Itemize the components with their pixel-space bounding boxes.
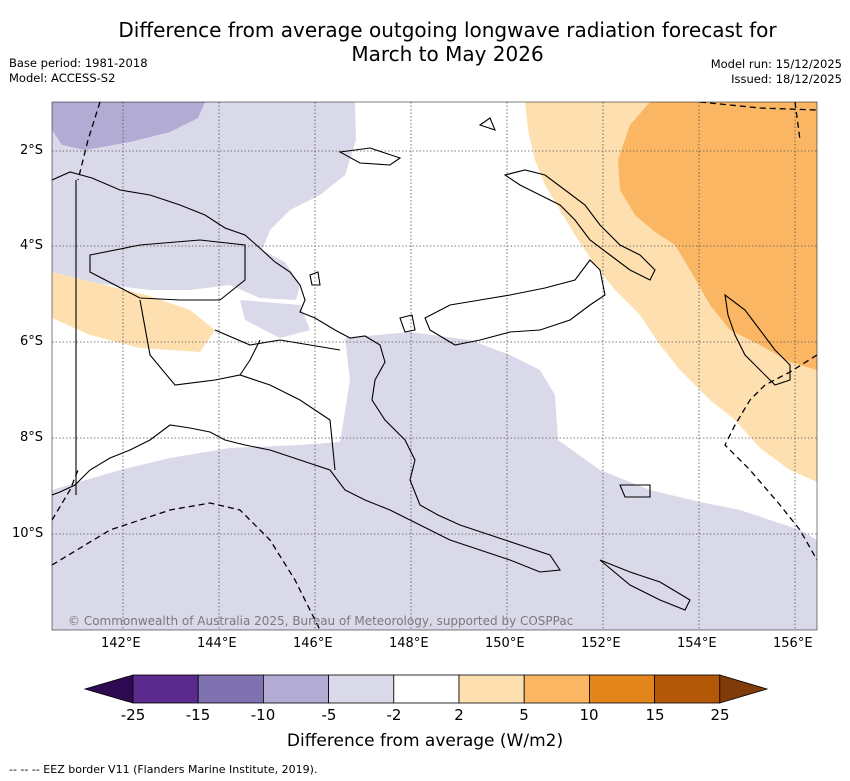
louisiade-islands (599, 559, 691, 611)
colorbar-label: 2 (454, 706, 464, 724)
lon-label-148e: 148°E (389, 636, 429, 651)
coastlines (52, 117, 791, 611)
colorbar-bin-8 (589, 674, 656, 704)
lon-label-146e: 146°E (293, 636, 333, 651)
colorbar-label: 15 (645, 706, 665, 724)
new-britain (424, 259, 606, 346)
new-guinea-coastline (52, 171, 561, 573)
bougainville (724, 293, 791, 386)
issued-date: Issued: 18/12/2025 (731, 72, 842, 86)
lon-label-156e: 156°E (773, 636, 813, 651)
province-lines (89, 239, 341, 471)
title-line-2: March to May 2026 (351, 42, 544, 66)
lat-label-4s: 4°S (20, 238, 44, 253)
colorbar-label: 5 (519, 706, 529, 724)
new-ireland (503, 169, 656, 281)
lat-label-2s: 2°S (20, 143, 44, 158)
colorbar-label: -10 (250, 706, 276, 724)
anomaly-region-neg-south (52, 332, 817, 630)
lat-label-8s: 8°S (20, 430, 44, 445)
lon-label-154e: 154°E (677, 636, 717, 651)
colorbar-label: -15 (185, 706, 211, 724)
colorbar-bin-4 (328, 674, 395, 704)
lon-label-152e: 152°E (581, 636, 621, 651)
lat-label-6s: 6°S (20, 334, 44, 349)
colorbar-label: -5 (321, 706, 337, 724)
map-title: Difference from average outgoing longwav… (0, 18, 850, 66)
colorbar-bin-7 (523, 674, 590, 704)
map-frame (51, 101, 818, 631)
eez-legend: -- -- -- EEZ border V11 (Flanders Marine… (9, 763, 318, 776)
colorbar-bin-5 (393, 674, 460, 704)
title-line-1: Difference from average outgoing longwav… (118, 18, 777, 42)
colorbar-label: -2 (386, 706, 402, 724)
colorbar-bin-1 (132, 674, 199, 704)
lon-label-150e: 150°E (485, 636, 525, 651)
anomaly-region-neg-north (52, 102, 356, 300)
anomaly-region-neg-5-10 (52, 102, 205, 150)
model-run: Model run: 15/12/2025 (710, 57, 842, 71)
colorbar-bin-9 (654, 674, 721, 704)
model-name: Model: ACCESS-S2 (9, 71, 116, 85)
base-period: Base period: 1981-2018 (9, 56, 148, 70)
lon-label-142e: 142°E (101, 636, 141, 651)
meta-right: Model run: 15/12/2025 Issued: 18/12/2025 (711, 57, 842, 87)
lon-label-144e: 144°E (197, 636, 237, 651)
colorbar-bin-3 (262, 674, 329, 704)
colorbar-label: 10 (579, 706, 599, 724)
islands-north (309, 117, 651, 498)
eez-borders (52, 102, 817, 630)
anomaly-region-neg-small (240, 300, 310, 338)
colorbar (83, 674, 769, 704)
colorbar-bin-2 (197, 674, 264, 704)
lat-label-10s: 10°S (12, 526, 44, 541)
meta-left: Base period: 1981-2018 Model: ACCESS-S2 (9, 56, 148, 86)
copyright-notice: © Commonwealth of Australia 2025, Bureau… (68, 614, 574, 628)
colorbar-bin-6 (458, 674, 525, 704)
colorbar-label: 25 (710, 706, 730, 724)
colorbar-label: -25 (120, 706, 146, 724)
colorbar-title: Difference from average (W/m2) (286, 731, 564, 751)
colorbar-extend-low (83, 674, 134, 704)
anomaly-fields (52, 102, 817, 630)
colorbar-extend-high (719, 674, 769, 704)
anomaly-region-pos-west (52, 272, 215, 352)
anomaly-region-pos-5-10 (618, 102, 817, 370)
